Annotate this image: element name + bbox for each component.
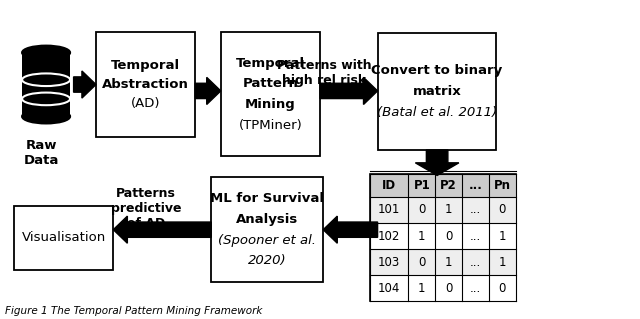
Text: 1: 1	[499, 230, 506, 242]
Text: ML for Survival: ML for Survival	[210, 192, 324, 205]
Text: 101: 101	[378, 204, 400, 216]
Bar	[370, 197, 516, 223]
Ellipse shape	[22, 93, 70, 105]
Text: matrix: matrix	[412, 85, 461, 98]
Text: Abstraction: Abstraction	[102, 78, 189, 91]
Text: ...: ...	[470, 204, 481, 216]
Ellipse shape	[22, 46, 70, 60]
Bar	[370, 275, 516, 301]
Text: 0: 0	[499, 204, 506, 216]
Text: 1: 1	[418, 282, 426, 295]
Text: 1: 1	[418, 230, 426, 242]
Text: Convert to binary: Convert to binary	[371, 64, 502, 78]
FancyArrow shape	[323, 216, 378, 243]
Text: (AD): (AD)	[131, 97, 161, 110]
FancyArrow shape	[113, 216, 211, 243]
FancyArrow shape	[195, 78, 221, 105]
Text: P2: P2	[440, 179, 457, 192]
Text: 0: 0	[445, 230, 452, 242]
Text: 1: 1	[499, 256, 506, 269]
Text: Mining: Mining	[245, 98, 296, 111]
Text: 0: 0	[445, 282, 452, 295]
Text: 2020): 2020)	[248, 254, 287, 267]
Bar	[96, 32, 195, 137]
Text: ...: ...	[470, 256, 481, 269]
Bar	[370, 249, 516, 275]
Text: Temporal: Temporal	[236, 56, 305, 70]
Text: Pattern: Pattern	[243, 77, 298, 90]
Text: Patterns
predictive
of AD: Patterns predictive of AD	[111, 188, 181, 230]
Text: Temporal: Temporal	[111, 59, 180, 72]
Bar	[22, 53, 70, 116]
FancyArrow shape	[74, 71, 96, 98]
Text: ...: ...	[470, 230, 481, 242]
Bar	[211, 177, 323, 282]
Text: P1: P1	[413, 179, 430, 192]
Text: ...: ...	[470, 282, 481, 295]
Text: (TPMiner): (TPMiner)	[239, 119, 302, 132]
Bar	[370, 223, 516, 249]
Ellipse shape	[22, 73, 70, 86]
Bar	[14, 206, 113, 270]
Text: 0: 0	[418, 256, 426, 269]
Text: Analysis: Analysis	[236, 213, 298, 226]
Bar	[370, 174, 516, 301]
Text: (Batal et al. 2011): (Batal et al. 2011)	[377, 106, 497, 119]
Text: 103: 103	[378, 256, 400, 269]
Bar	[370, 174, 516, 197]
Text: 1: 1	[445, 256, 452, 269]
Text: Figure 1 The Temporal Pattern Mining Framework: Figure 1 The Temporal Pattern Mining Fra…	[5, 306, 262, 316]
Text: ID: ID	[382, 179, 396, 192]
FancyArrow shape	[320, 78, 378, 105]
Text: Patterns with
high rel risk: Patterns with high rel risk	[276, 59, 371, 87]
Text: 1: 1	[445, 204, 452, 216]
Text: Visualisation: Visualisation	[22, 231, 106, 244]
Text: 102: 102	[378, 230, 400, 242]
Text: 0: 0	[418, 204, 426, 216]
Text: Raw
Data: Raw Data	[24, 139, 60, 167]
Text: (Spooner et al.: (Spooner et al.	[218, 234, 316, 247]
Bar	[378, 33, 496, 150]
Text: ...: ...	[468, 179, 483, 192]
FancyArrow shape	[415, 150, 459, 175]
Text: 0: 0	[499, 282, 506, 295]
Text: Pn: Pn	[494, 179, 511, 192]
Ellipse shape	[22, 109, 70, 123]
Bar	[221, 32, 320, 156]
Text: 104: 104	[378, 282, 400, 295]
